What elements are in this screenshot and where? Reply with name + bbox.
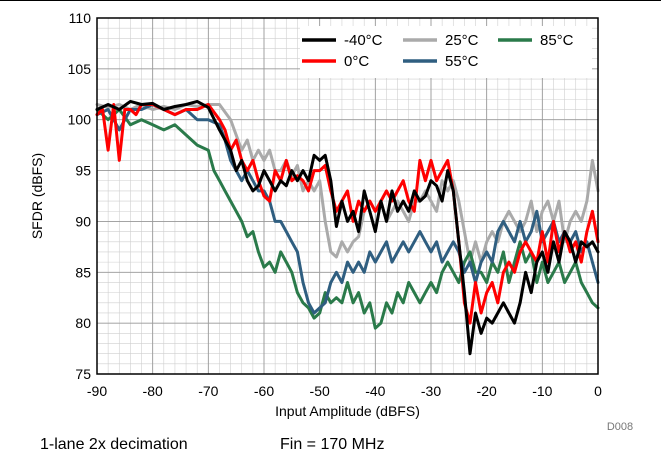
x-tick-label: 0 [594, 383, 602, 399]
x-tick-label: -50 [310, 383, 330, 399]
y-tick-label: 90 [75, 213, 91, 229]
x-tick-label: -40 [365, 383, 385, 399]
y-tick-label: 110 [69, 10, 92, 26]
legend-label: -40°C [344, 32, 383, 49]
x-tick-label: -90 [87, 383, 107, 399]
series-line [95, 103, 600, 264]
x-tick-label: -20 [477, 383, 497, 399]
y-tick-label: 85 [75, 264, 91, 280]
y-tick-label: 105 [68, 61, 92, 77]
x-tick-label: -70 [198, 383, 218, 399]
top-border [0, 0, 661, 1]
series-line [95, 103, 600, 315]
x-tick-label: -30 [421, 383, 441, 399]
y-tick-label: 100 [68, 112, 92, 128]
caption-fin: Fin = 170 MHz [280, 436, 385, 453]
legend-label: 25°C [445, 32, 479, 49]
figure-id: D008 [607, 421, 633, 430]
series-line [95, 99, 600, 356]
legend-label: 55°C [445, 53, 479, 70]
y-tick-labels: 75 80 85 90 95 100 105 110 [68, 10, 92, 382]
sfdr-chart: -90 -80 -70 -60 -50 -40 -30 -20 -10 0 75 80 85 90 95 1… [29, 10, 633, 430]
legend-label: 85°C [540, 32, 574, 49]
y-axis-label: SFDR (dBFS) [29, 153, 45, 239]
caption-mode: 1-lane 2x decimation [40, 436, 188, 453]
x-tick-label: -10 [532, 383, 552, 399]
series-lines [95, 99, 600, 356]
x-tick-label: -80 [143, 383, 163, 399]
x-tick-labels: -90 -80 -70 -60 -50 -40 -30 -20 -10 0 [87, 383, 602, 399]
series-line [95, 108, 600, 330]
y-tick-label: 95 [75, 163, 91, 179]
legend-background [300, 26, 592, 78]
plot-frame [96, 17, 599, 375]
y-tick-label: 80 [75, 315, 91, 331]
legend-label: 0°C [344, 53, 369, 70]
y-tick-label: 75 [75, 366, 91, 382]
x-tick-label: -60 [254, 383, 274, 399]
x-axis-label: Input Amplitude (dBFS) [275, 403, 420, 419]
legend: -40°C 25°C 85°C 0°C 55°C [300, 26, 592, 78]
